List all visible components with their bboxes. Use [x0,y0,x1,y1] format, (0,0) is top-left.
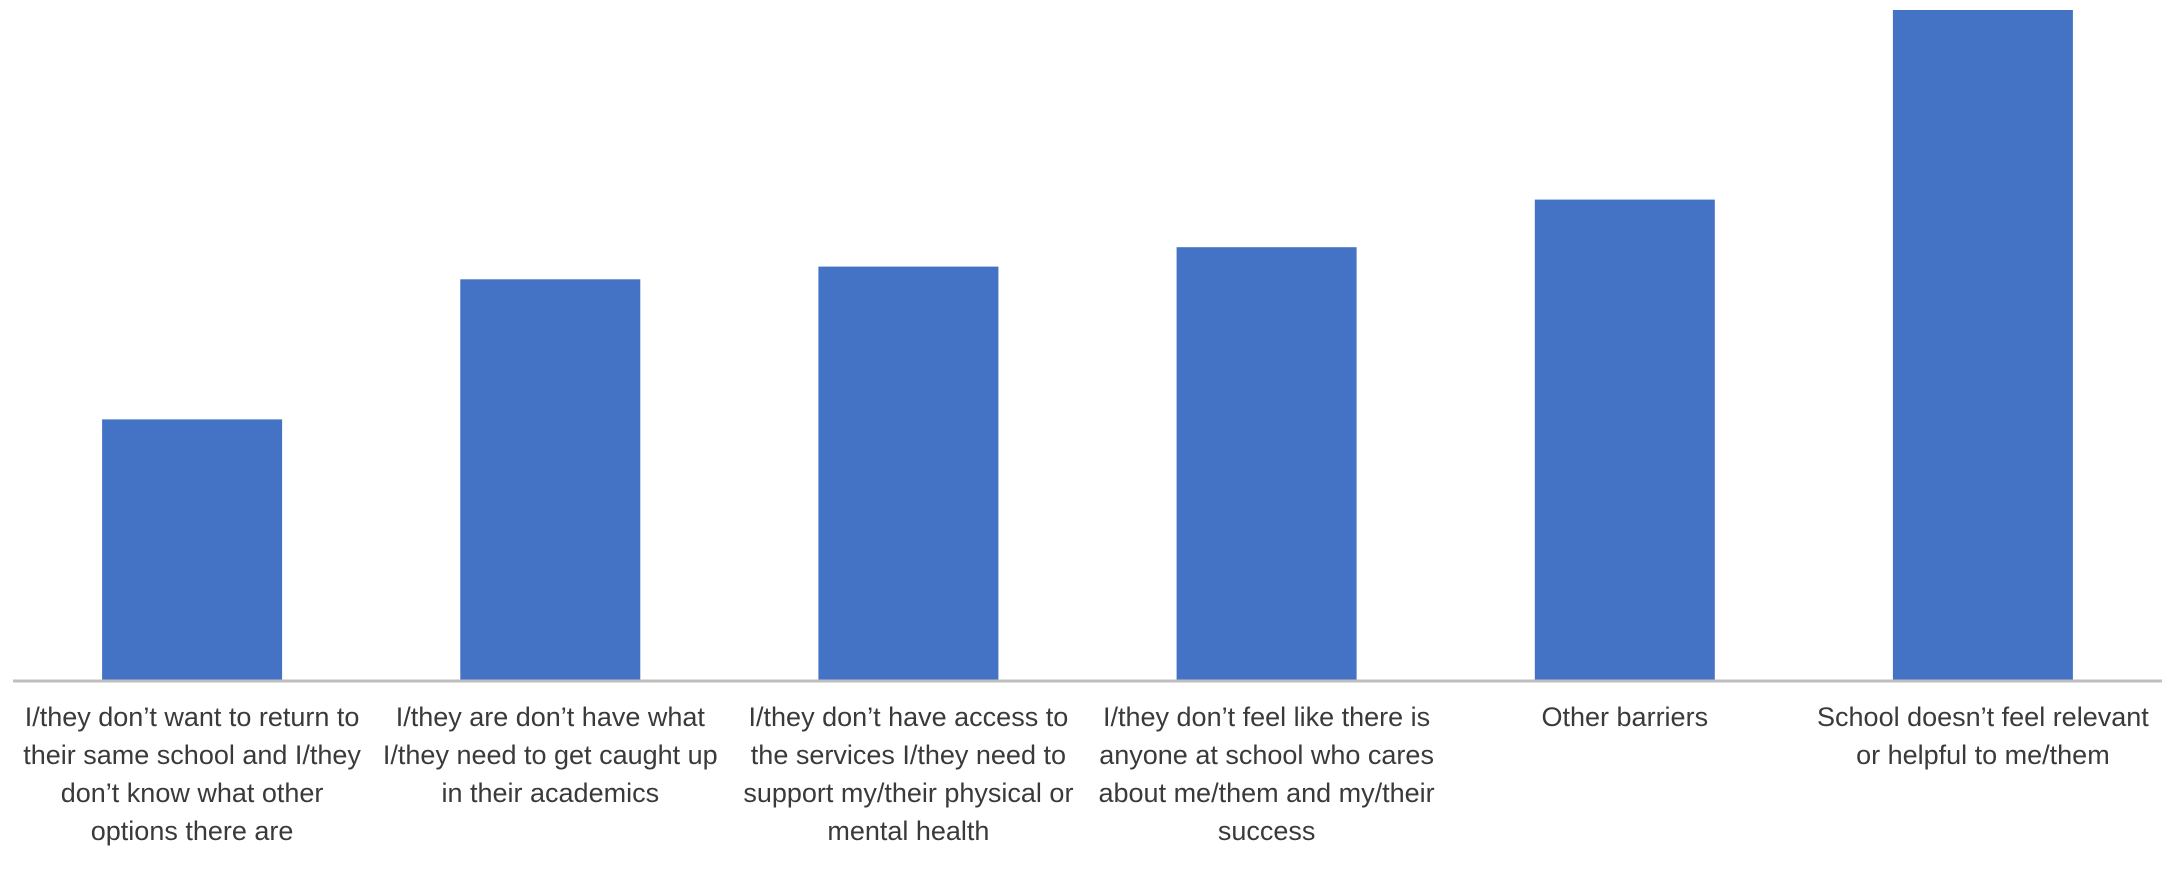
category-label: I/they don’t want to return to their sam… [23,702,361,846]
bar [1176,247,1357,680]
bar [102,419,283,680]
category-label: Other barriers [1541,702,1709,732]
category-label: I/they don’t have access to the services… [743,702,1074,846]
bar [1892,10,2073,680]
category-label: I/they don’t feel like there is anyone a… [1098,702,1435,846]
bar [818,266,999,680]
bar [460,279,641,680]
category-label: School doesn’t feel relevant or helpful … [1817,702,2149,770]
bars-group [102,10,2073,680]
bar [1534,199,1715,680]
category-label: I/they are don’t have what I/they need t… [382,702,718,808]
